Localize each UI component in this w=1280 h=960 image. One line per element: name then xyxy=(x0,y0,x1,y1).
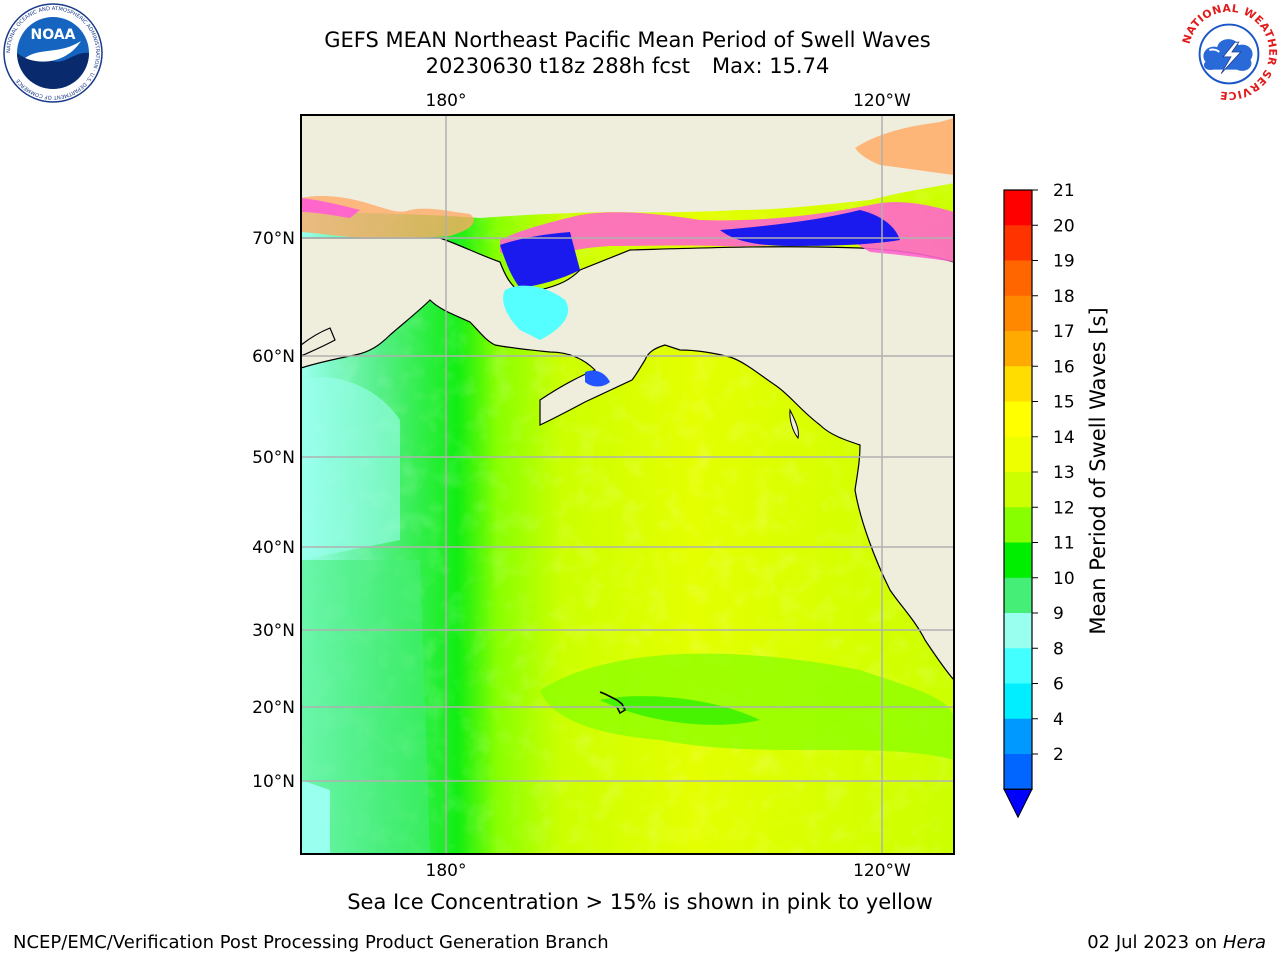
bristol-bay-blue xyxy=(585,370,610,387)
colorbar-segment xyxy=(1004,225,1032,261)
footer-host: Hera xyxy=(1222,932,1266,953)
max-value: Max: 15.74 xyxy=(712,54,830,78)
colorbar-segment xyxy=(1004,542,1032,579)
colorbar-tick-label: 12 xyxy=(1053,498,1075,518)
footer-date: 02 Jul 2023 on Hera xyxy=(1087,932,1266,953)
lon-label-top-180: 180° xyxy=(426,91,467,111)
colorbar-segment xyxy=(1004,472,1032,508)
colorbar-tick-label: 17 xyxy=(1053,322,1075,342)
lat-label-50n: 50°N xyxy=(252,448,295,468)
colorbar-tick-label: 4 xyxy=(1053,710,1064,730)
colorbar-tick-label: 8 xyxy=(1053,639,1064,659)
sea-ice-pink-west xyxy=(301,198,360,218)
field-patch-northwest xyxy=(301,377,400,560)
colorbar-tick-label: 13 xyxy=(1053,463,1075,483)
map-subtitle: 20230630 t18z 288h fcst Max: 15.74 xyxy=(0,53,1255,79)
colorbar-tick-label: 19 xyxy=(1053,252,1075,272)
lon-label-bottom-180: 180° xyxy=(426,861,467,881)
forecast-run: 20230630 t18z 288h fcst xyxy=(425,54,691,78)
colorbar-segment xyxy=(1004,295,1032,332)
colorbar-tick-label: 6 xyxy=(1053,675,1064,695)
lon-label-top-120w: 120°W xyxy=(853,91,911,111)
map-panel xyxy=(301,115,954,854)
north-america-asia-land xyxy=(301,237,954,681)
lat-label-60n: 60°N xyxy=(252,347,295,367)
colorbar-tick-label: 14 xyxy=(1053,428,1075,448)
map-title: GEFS MEAN Northeast Pacific Mean Period … xyxy=(324,28,931,52)
nws-logo: NATIONAL WEATHER SERVICE xyxy=(1180,3,1278,101)
sea-ice-caption: Sea Ice Concentration > 15% is shown in … xyxy=(347,890,933,914)
lon-label-bottom-120w: 120°W xyxy=(853,861,911,881)
colorbar-frame xyxy=(1003,189,1033,790)
map-frame xyxy=(300,114,955,855)
hawaii-islands xyxy=(599,691,627,715)
colorbar: 21 20 19 18 17 16 15 14 13 12 11 10 9 8 6 4 2 xyxy=(1003,181,1075,819)
colorbar-segment xyxy=(1004,366,1032,402)
footer-date-text: 02 Jul 2023 on xyxy=(1087,932,1218,953)
colorbar-label: Mean Period of Swell Waves [s] xyxy=(1086,307,1110,634)
arctic-land xyxy=(301,115,954,218)
colorbar-segment xyxy=(1004,648,1032,684)
colorbar-segment xyxy=(1004,190,1032,226)
colorbar-segment xyxy=(1004,683,1032,720)
footer-credit: NCEP/EMC/Verification Post Processing Pr… xyxy=(13,932,609,953)
noaa-center-text: NOAA xyxy=(31,27,76,43)
graticule xyxy=(301,115,954,854)
field-patch-hawaii xyxy=(600,696,760,725)
colorbar-tick-label: 10 xyxy=(1053,569,1075,589)
colorbar-tick-label: 11 xyxy=(1053,534,1075,554)
colorbar-under-triangle xyxy=(1003,788,1033,819)
colorbar-segment xyxy=(1004,613,1032,649)
colorbar-tick-label: 15 xyxy=(1053,393,1075,413)
colorbar-tick-label: 2 xyxy=(1053,745,1064,765)
coast-island-nw xyxy=(789,408,799,440)
low-period-chukchi xyxy=(500,232,580,288)
colorbar-segment xyxy=(1004,754,1032,790)
bering-strait-cyan xyxy=(503,285,569,340)
colorbar-tick-label: 18 xyxy=(1053,287,1075,307)
lat-label-30n: 30°N xyxy=(252,621,295,641)
colorbar-tick-label: 16 xyxy=(1053,357,1075,377)
colorbar-segment xyxy=(1004,718,1032,755)
colorbar-segment xyxy=(1004,260,1032,297)
colorbar-tick-label: 20 xyxy=(1053,216,1075,236)
field-patch-southwest xyxy=(301,780,330,854)
colorbar-segment xyxy=(1004,577,1032,614)
sea-ice-orange-northeast xyxy=(855,118,954,175)
lat-label-10n: 10°N xyxy=(252,772,295,792)
lat-label-20n: 20°N xyxy=(252,698,295,718)
colorbar-segment xyxy=(1004,331,1032,367)
lat-label-70n: 70°N xyxy=(252,229,295,249)
low-period-beaufort xyxy=(720,210,900,246)
colorbar-tick-label: 21 xyxy=(1053,181,1075,201)
noaa-logo: NATIONAL OCEANIC AND ATMOSPHERIC ADMINIS… xyxy=(3,3,103,103)
colorbar-tick-label: 9 xyxy=(1053,604,1064,624)
colorbar-segment xyxy=(1004,507,1032,543)
colorbar-segment xyxy=(1004,401,1032,438)
lat-label-40n: 40°N xyxy=(252,538,295,558)
colorbar-segment xyxy=(1004,436,1032,473)
coast-kamchatka xyxy=(301,327,336,357)
